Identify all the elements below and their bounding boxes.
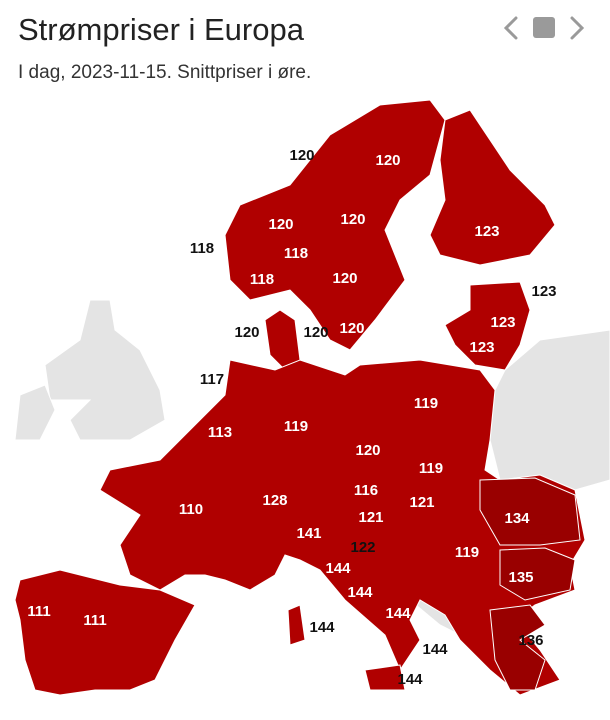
price-label: 119 — [284, 418, 308, 435]
price-label: 120 — [234, 324, 259, 341]
calendar[interactable] — [533, 17, 555, 38]
price-label: 111 — [27, 603, 50, 620]
price-label: 120 — [355, 442, 380, 459]
price-label: 123 — [490, 314, 515, 331]
price-label: 135 — [508, 569, 533, 586]
price-label: 118 — [250, 271, 274, 288]
land — [14, 99, 610, 696]
price-label: 118 — [284, 245, 308, 262]
price-label: 120 — [268, 216, 293, 233]
price-label: 121 — [358, 509, 383, 526]
price-label: 113 — [208, 424, 232, 441]
price-label: 117 — [200, 371, 224, 388]
price-label: 123 — [474, 223, 499, 240]
price-label: 119 — [455, 544, 479, 561]
price-label: 120 — [375, 152, 400, 169]
price-label: 144 — [347, 584, 373, 601]
price-label: 110 — [179, 501, 203, 518]
price-label: 144 — [325, 560, 351, 577]
price-label: 128 — [262, 492, 287, 509]
subtitle: I dag, 2023-11-15. Snittpriser i øre. — [18, 62, 312, 83]
price-label: 123 — [469, 339, 494, 356]
price-label: 120 — [339, 320, 364, 337]
title: Strømpriser i Europa — [18, 12, 304, 47]
price-labels: 120 120 123 120 120 118 118 118 120 123 123 120 120 1… — [27, 147, 556, 688]
price-label: 136 — [518, 632, 543, 649]
price-label: 122 — [350, 539, 375, 556]
price-label: 144 — [309, 619, 335, 636]
price-label: 144 — [422, 641, 448, 658]
price-label: 116 — [354, 482, 378, 499]
price-label: 121 — [409, 494, 434, 511]
prev-day[interactable] — [503, 16, 518, 40]
price-label: 111 — [83, 612, 106, 629]
price-label: 120 — [303, 324, 328, 341]
price-label: 118 — [190, 240, 214, 257]
nav[interactable] — [503, 16, 585, 40]
price-label: 119 — [419, 460, 443, 477]
price-label: 119 — [414, 395, 438, 412]
price-label: 134 — [504, 510, 530, 527]
price-label: 144 — [397, 671, 423, 688]
price-label: 141 — [296, 525, 321, 542]
next-day[interactable] — [570, 16, 585, 40]
price-label: 144 — [385, 605, 411, 622]
price-label: 120 — [289, 147, 314, 164]
price-label: 120 — [332, 270, 357, 287]
price-label: 120 — [340, 211, 365, 228]
price-label: 123 — [531, 283, 556, 300]
